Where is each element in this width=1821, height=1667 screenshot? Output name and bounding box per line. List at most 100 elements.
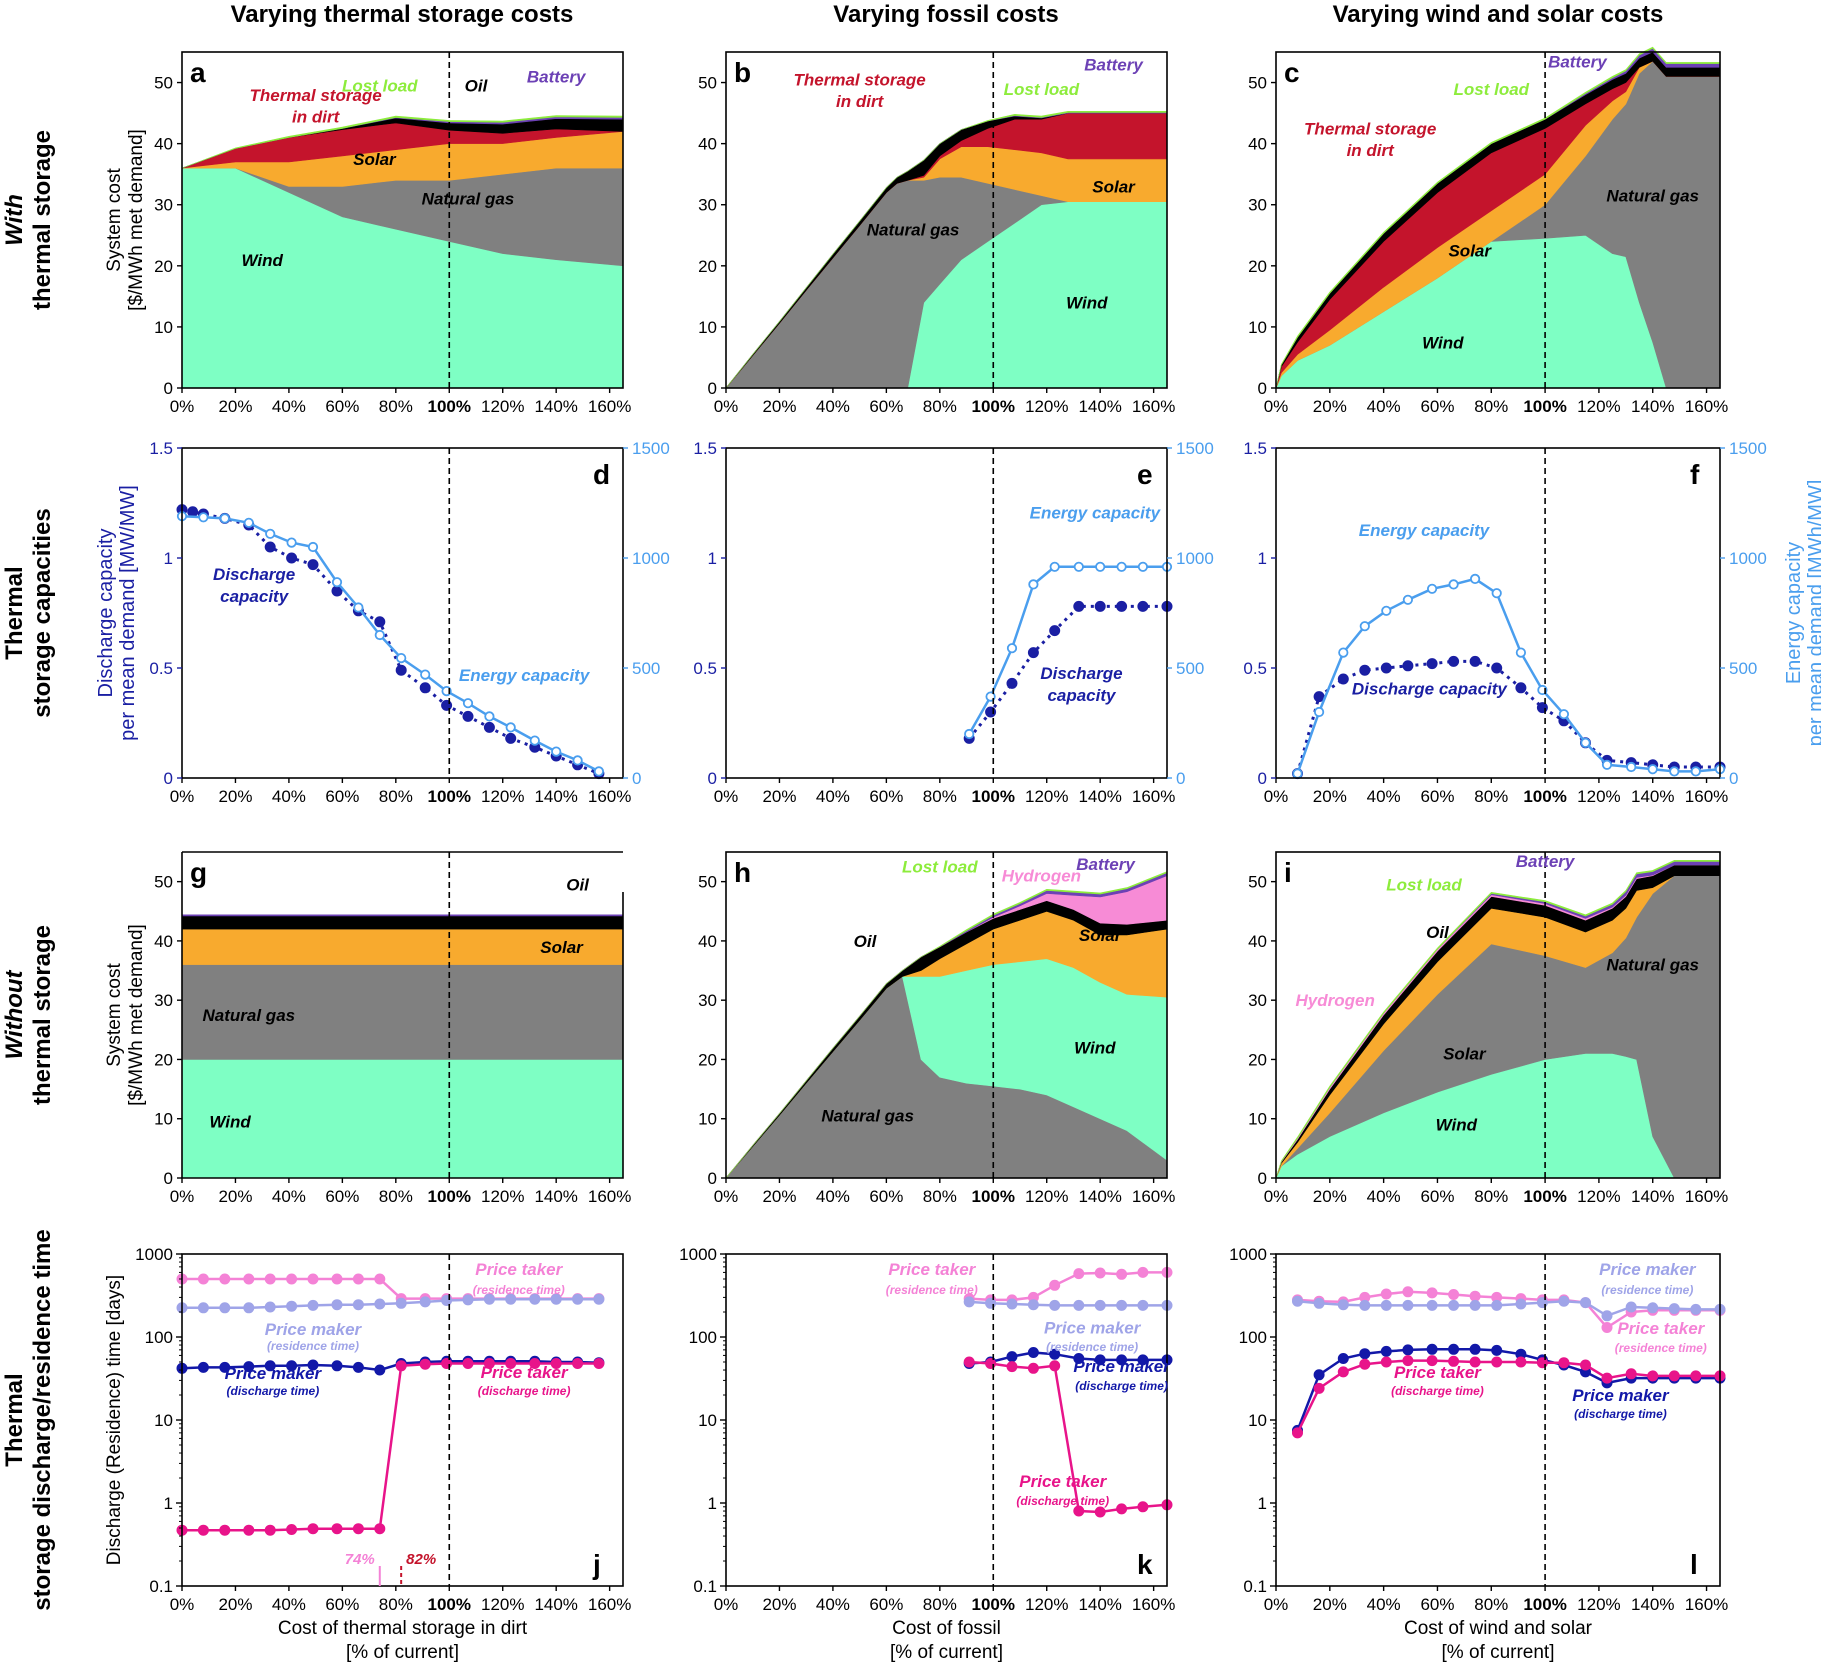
y-tick-label: 100 (145, 1328, 173, 1347)
series-price-maker-discharge-time--point (331, 1360, 343, 1372)
x-tick-label: 80% (923, 787, 957, 806)
y-axis-title: [$/MWh met demand] (126, 129, 147, 311)
series-price-maker-residence-time--point (1402, 1299, 1414, 1311)
x-tick-label: 160% (588, 1187, 631, 1206)
axes-frame (1275, 851, 1721, 1179)
y-tick-label: 10 (154, 1110, 173, 1129)
series-price-taker-residence-time--point (352, 1273, 364, 1285)
series-energy-capacity-point (1601, 759, 1613, 770)
x-tick-label: 160% (1685, 1595, 1728, 1614)
series-price-maker-discharge-time--point (1359, 1348, 1371, 1360)
series-price-maker-discharge-time--point (374, 1364, 386, 1376)
series-price-maker-residence-time--point (1515, 1298, 1527, 1310)
x-tick-label: 20% (762, 1595, 796, 1614)
series-price-maker-residence-time--point (243, 1302, 255, 1314)
y-tick-label: 20 (154, 1050, 173, 1069)
y2-tick-label: 1500 (1176, 439, 1214, 458)
series-label: Lost load (1453, 80, 1529, 99)
series-price-maker-residence-time--point (1073, 1299, 1085, 1311)
x-tick-label: 160% (588, 787, 631, 806)
series-price-taker-discharge-time--point (1491, 1356, 1503, 1368)
series-label: Solar (1079, 926, 1123, 945)
series-label: (residence time) (886, 1283, 978, 1297)
x-tick-label: 80% (923, 1595, 957, 1614)
y-tick-label: 40 (154, 135, 173, 154)
y-tick-label: 1 (708, 549, 717, 568)
series-label: Discharge capacity (1352, 679, 1509, 698)
series-energy-capacity-point (1470, 573, 1481, 585)
series-label: Discharge (213, 565, 295, 584)
x-tick-label: 0% (714, 1595, 739, 1614)
x-tick-label: 160% (1132, 397, 1175, 416)
series-label: Price maker (265, 1320, 363, 1339)
x-tick-label: 20% (762, 397, 796, 416)
series-label: Solar (1092, 178, 1136, 197)
series-discharge-capacity-point (1469, 655, 1481, 667)
y2-tick-label: 0 (1176, 769, 1185, 788)
x-tick-label: 140% (1078, 787, 1121, 806)
series-price-taker-residence-time--point (1137, 1266, 1149, 1278)
y-tick-label: 0 (1258, 1169, 1267, 1188)
series-energy-capacity-point (420, 669, 431, 680)
series-energy-capacity-point (374, 629, 385, 641)
series-label: Price taker (1019, 1472, 1107, 1491)
x-tick-label: 20% (1313, 397, 1347, 416)
panel-f: 0% 20% 40% 60% 80% 100% 120% 140% 160%00.511.505… (1243, 439, 1766, 806)
x-tick-label: 0% (170, 1187, 195, 1206)
y-tick-label: 0 (708, 769, 717, 788)
series-price-taker-discharge-time--point (419, 1358, 431, 1370)
panel-j-markers (378, 1566, 403, 1586)
x-tick-label: 100% (972, 787, 1015, 806)
series-label: Price maker (225, 1364, 323, 1383)
x-tick-label: 60% (869, 1595, 903, 1614)
series-price-maker-discharge-time--point (264, 1360, 276, 1372)
x-tick-label: 100% (972, 1595, 1015, 1614)
y2-tick-label: 1000 (1729, 549, 1767, 568)
series-price-taker-discharge-time--point (1049, 1360, 1061, 1372)
series-energy-capacity-point (1116, 561, 1127, 572)
y-axis-title: [$/MWh met demand] (126, 924, 147, 1106)
panel-i: 0% 20% 40% 60% 80% 100% 120% 140% 160% 0 10 20 30 40 5… (1248, 851, 1728, 1206)
panel-letter: b (734, 57, 751, 88)
x-tick-label: 20% (762, 787, 796, 806)
series-label: Lost load (1004, 80, 1080, 99)
x-tick-label: 80% (379, 1187, 413, 1206)
y-tick-label: 1.5 (693, 439, 717, 458)
row-header: Thermal (1, 1373, 28, 1466)
series-energy-capacity-point (1292, 768, 1303, 779)
series-price-maker-residence-time--point (1380, 1299, 1392, 1311)
row-header: storage capacities (29, 508, 56, 717)
series-price-taker-residence-time--point (1116, 1268, 1128, 1280)
series-price-taker-discharge-time--point (1006, 1361, 1018, 1373)
x-tick-label: 20% (218, 787, 252, 806)
series-price-taker-residence-time--point (1094, 1267, 1106, 1279)
column-header: Varying thermal storage costs (231, 1, 574, 28)
series-label: Battery (1084, 55, 1144, 74)
x-tick-label: 0% (170, 787, 195, 806)
series-price-taker-discharge-time--point (985, 1358, 997, 1369)
series-energy-capacity-point (1647, 764, 1658, 775)
series-energy-capacity-point (1690, 766, 1701, 777)
series-price-taker-discharge-time--point (1668, 1370, 1680, 1382)
series-discharge-capacity-line (1296, 659, 1720, 775)
y-tick-label: 40 (1248, 932, 1267, 951)
x-tick-label: 60% (869, 787, 903, 806)
series-energy-capacity-point (307, 541, 319, 553)
series-label: capacity (1047, 686, 1117, 705)
series-price-maker-residence-time--point (462, 1294, 474, 1306)
x-tick-label: 120% (481, 1595, 524, 1614)
x-tick-label: 80% (379, 1595, 413, 1614)
y-tick-label: 1000 (135, 1245, 173, 1264)
x-tick-label: 20% (1313, 1187, 1347, 1206)
series-price-taker-discharge-time--point (352, 1523, 364, 1535)
x-tick-label: 80% (923, 1187, 957, 1206)
series-price-maker-discharge-time--point (1027, 1347, 1039, 1358)
series-price-taker-residence-time--point (1073, 1268, 1085, 1280)
x-tick-label: 100% (428, 1187, 471, 1206)
x-tick-label: 120% (481, 397, 524, 416)
series-price-taker-residence-time--point (219, 1273, 231, 1285)
y2-tick-label: 500 (1729, 659, 1757, 678)
panel-j: 0% 20% 40% 60% 80% 100% 120% 140% 160% 0.1 1 10 100 1… (135, 1245, 631, 1614)
x-tick-label: 20% (1313, 787, 1347, 806)
series-price-maker-residence-time--point (286, 1300, 298, 1312)
